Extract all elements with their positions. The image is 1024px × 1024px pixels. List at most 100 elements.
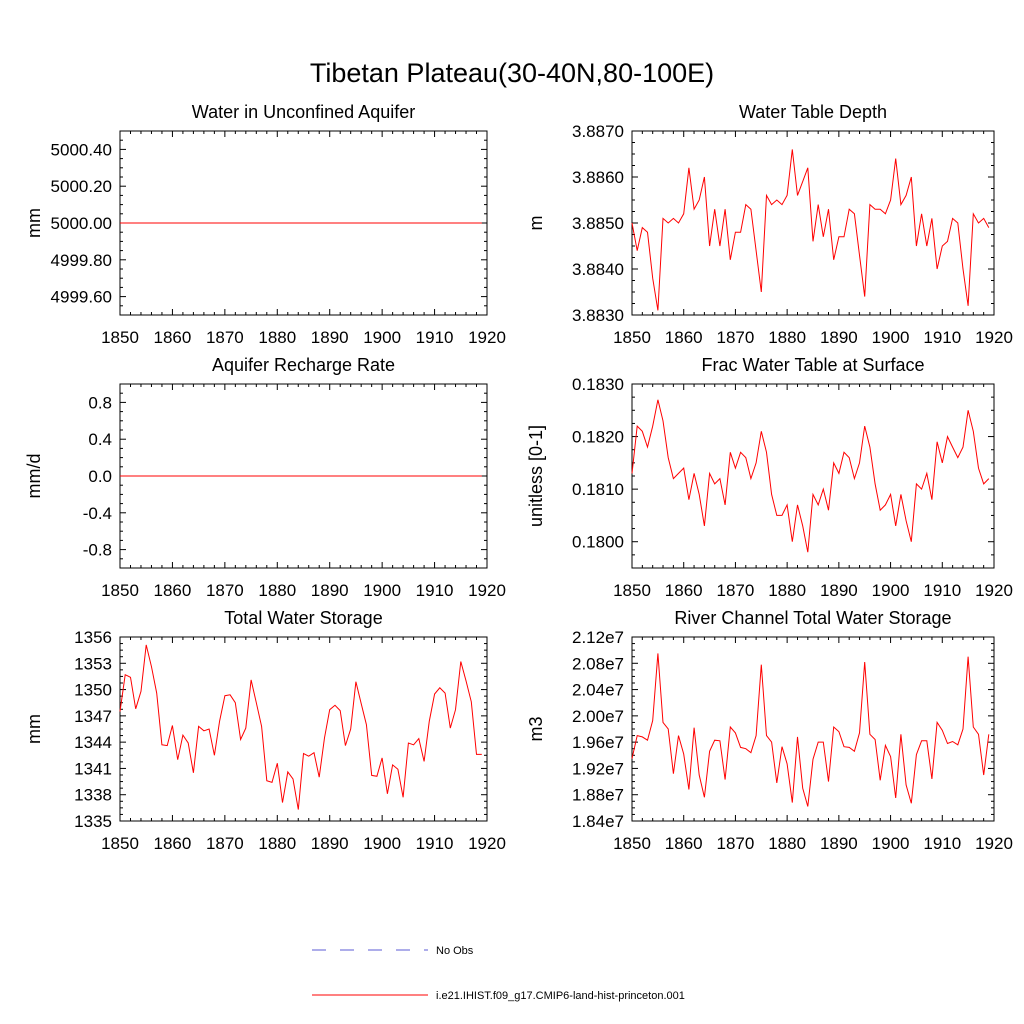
y-tick-label: 3.8870 [572,122,624,141]
series-line [631,653,990,807]
x-tick-label: 1860 [665,581,703,600]
x-tick-label: 1910 [923,834,961,853]
y-tick-label: 4999.60 [51,288,112,307]
y-tick-label: 1356 [74,628,112,647]
x-tick-label: 1900 [363,834,401,853]
plot-frame [631,383,995,569]
x-tick-label: 1870 [717,581,755,600]
chart-title: Water Table Depth [739,102,887,122]
y-tick-label: 1344 [74,733,112,752]
x-tick-label: 1900 [363,581,401,600]
x-tick-label: 1870 [717,328,755,347]
x-tick-label: 1850 [101,581,139,600]
x-tick-label: 1900 [363,328,401,347]
x-tick-label: 1850 [613,581,651,600]
x-tick-label: 1870 [206,328,244,347]
x-tick-label: 1880 [768,328,806,347]
x-tick-label: 1870 [206,581,244,600]
y-tick-label: 0.1800 [572,533,624,552]
y-tick-label: 0.8 [88,393,112,412]
panels: Water in Unconfined Aquifer mm 1850 1860 187… [24,102,1013,853]
chart-panel-5: Total Water Storage mm 1850 1860 1870 1880 189… [24,608,506,853]
x-tick-label: 1860 [154,834,192,853]
x-tick-label: 1900 [872,834,910,853]
chart-title: Frac Water Table at Surface [701,355,924,375]
x-tick-label: 1870 [206,834,244,853]
x-tick-label: 1880 [258,328,296,347]
x-tick-label: 1920 [975,834,1013,853]
x-tick-label: 1860 [665,328,703,347]
x-tick-label: 1910 [416,581,454,600]
legend-label-model: i.e21.IHIST.f09_g17.CMIP6-land-hist-prin… [436,990,685,1002]
y-axis-label: mm [24,208,44,238]
x-tick-label: 1850 [613,834,651,853]
plot-frame [631,636,995,822]
x-tick-label: 1920 [468,581,506,600]
x-tick-label: 1890 [820,328,858,347]
y-tick-label: 1341 [74,759,112,778]
y-tick-label: 5000.20 [51,177,112,196]
chart-title: River Channel Total Water Storage [674,608,951,628]
x-tick-label: 1890 [311,581,349,600]
x-tick-label: 1910 [923,328,961,347]
y-tick-label: 1.88e7 [572,786,624,805]
series-line [119,644,482,810]
x-tick-label: 1860 [154,581,192,600]
x-tick-label: 1880 [258,834,296,853]
y-tick-label: 5000.40 [51,140,112,159]
y-axis-label: m3 [526,716,546,741]
x-tick-label: 1910 [416,834,454,853]
y-tick-label: 4999.80 [51,251,112,270]
y-tick-label: 0.1830 [572,375,624,394]
x-tick-label: 1900 [872,328,910,347]
chart-panel-3: Aquifer Recharge Rate mm/d 1850 1860 1870 188… [24,355,506,600]
y-tick-label: 3.8840 [572,260,624,279]
y-tick-label: 1350 [74,681,112,700]
x-tick-label: 1910 [923,581,961,600]
x-tick-label: 1920 [975,581,1013,600]
series-line [631,149,990,311]
y-tick-label: 3.8830 [572,306,624,325]
chart-title: Total Water Storage [224,608,382,628]
y-tick-label: 1.92e7 [572,759,624,778]
y-axis-label: m [526,216,546,231]
y-tick-label: 0.1810 [572,480,624,499]
x-tick-label: 1860 [665,834,703,853]
y-tick-label: 1335 [74,812,112,831]
x-tick-label: 1910 [416,328,454,347]
x-tick-label: 1890 [311,834,349,853]
x-tick-label: 1890 [311,328,349,347]
legend: No Obs i.e21.IHIST.f09_g17.CMIP6-land-hi… [312,945,685,1002]
y-tick-label: -0.8 [83,541,112,560]
x-tick-label: 1870 [717,834,755,853]
y-tick-label: 2.04e7 [572,681,624,700]
y-tick-label: 1338 [74,786,112,805]
y-axis-label: mm [24,714,44,744]
y-tick-label: 3.8860 [572,168,624,187]
series-line [631,399,990,553]
x-tick-label: 1850 [101,328,139,347]
x-tick-label: 1880 [768,581,806,600]
chart-title: Aquifer Recharge Rate [212,355,395,375]
y-tick-label: 0.1820 [572,428,624,447]
y-tick-label: 2.08e7 [572,654,624,673]
y-tick-label: 0.4 [88,430,112,449]
x-tick-label: 1920 [975,328,1013,347]
plot-frame [119,636,488,822]
y-tick-label: 1353 [74,654,112,673]
x-tick-label: 1920 [468,834,506,853]
y-axis-label: mm/d [24,454,44,499]
y-tick-label: 2.00e7 [572,707,624,726]
x-tick-label: 1880 [258,581,296,600]
y-tick-label: 5000.00 [51,214,112,233]
chart-panel-4: Frac Water Table at Surface unitless [0-1… [526,355,1013,600]
chart-panel-2: Water Table Depth m 1850 1860 1870 1880 1890 19… [526,102,1013,347]
x-tick-label: 1920 [468,328,506,347]
chart-title: Water in Unconfined Aquifer [192,102,415,122]
x-tick-label: 1860 [154,328,192,347]
x-tick-label: 1890 [820,581,858,600]
y-tick-label: 2.12e7 [572,628,624,647]
legend-label-no-obs: No Obs [436,945,474,957]
y-tick-label: -0.4 [83,504,112,523]
